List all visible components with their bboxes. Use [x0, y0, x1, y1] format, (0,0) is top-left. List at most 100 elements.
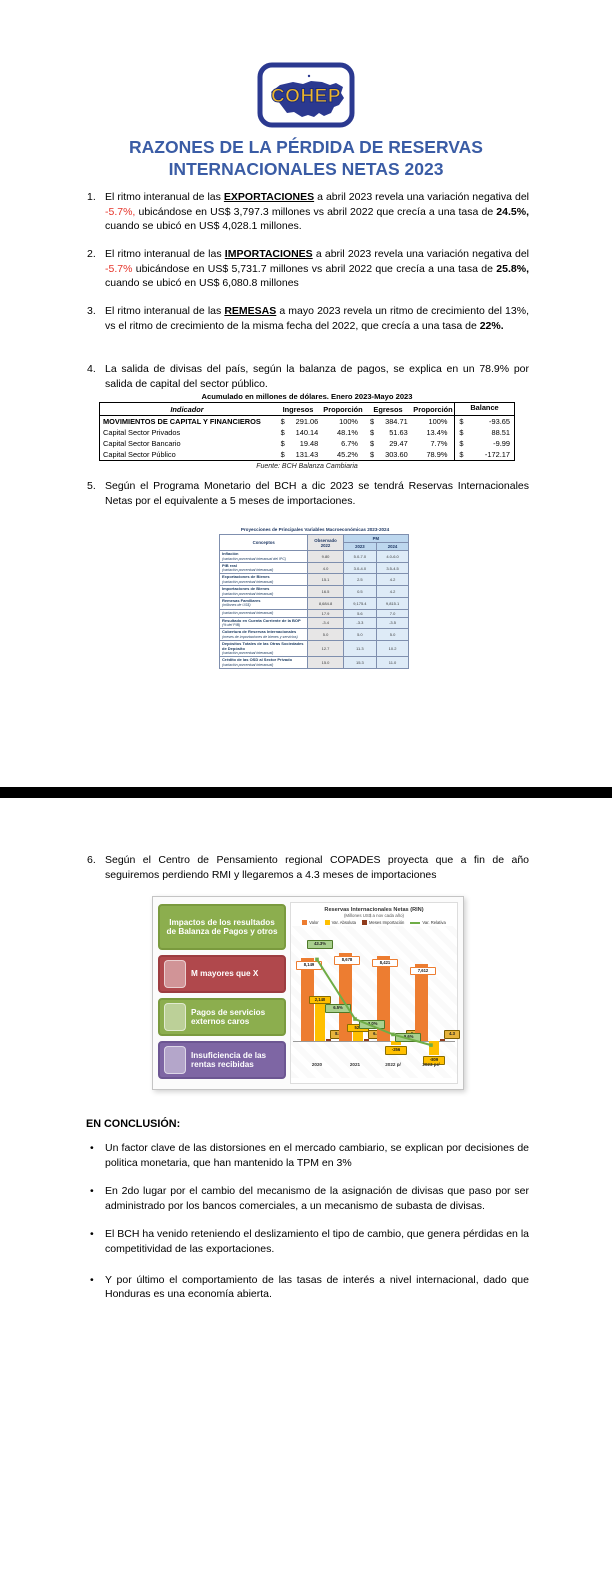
conclusion-bullet: • El BCH ha venido reteniendo el deslizam… [86, 1227, 529, 1256]
list-number: 3. [87, 305, 96, 317]
list-text: Según el Programa Monetario del BCH a di… [105, 480, 529, 507]
column-header: Egresos [373, 404, 403, 414]
table-body: Indicador Ingresos Proporción Egresos Propor… [99, 402, 515, 461]
page-title: RAZONES DE LA PÉRDIDA DE RESERVAS INTERN… [0, 136, 612, 180]
chart-legend: Valor Var. Absoluta Meses Importación Var. … [291, 920, 457, 925]
pm-concept-cell: Remesas Familiares (millones de US$) [218, 596, 309, 610]
pm-value-2024: 4.0-6.0 [376, 550, 409, 563]
page-title-line2: INTERNACIONALES NETAS 2023 [168, 159, 444, 179]
list-item-3: 3. El ritmo interanual de las REMESAS a … [86, 304, 529, 333]
pm-value-2022: 9.80 [307, 550, 344, 563]
capital-flows-table: Acumulado en millones de dólares. Enero … [99, 392, 515, 470]
bar-meses-importacion [326, 1038, 331, 1041]
rin-chart: Reservas Internacionales Netas (RIN) (Mi… [290, 902, 460, 1084]
currency-sign: $ [280, 450, 285, 459]
conclusion-bullet: • En 2do lugar por el cambio del mecanism… [86, 1184, 529, 1213]
chart-plot: 8,149 2,140 8.8 43.3% 2020 8,678 529 6.4 6.5% 202… [291, 926, 460, 1078]
currency-sign: $ [459, 417, 464, 426]
smartart-inner-chip [164, 1003, 186, 1031]
smartart-box-label: Impactos de los resultados de Balanza de… [166, 917, 278, 936]
bullet-text: Un factor clave de las distorsiones en e… [105, 1142, 529, 1169]
programa-monetario-table: Proyecciones de Principales Variables Ma… [218, 527, 411, 670]
value-cell: $384.71 [365, 417, 413, 426]
pm-concept-sub: (variación porcentual interanual) [222, 591, 274, 596]
list-item-6: 6. Según el Centro de Pensamiento region… [86, 853, 529, 882]
table-source: Fuente: BCH Balanza Cambiaria [256, 463, 358, 470]
currency-sign: $ [370, 417, 375, 426]
pm-row: Crédito de las OSD al Sector Privado (var… [218, 656, 409, 670]
bullet-text: El BCH ha venido reteniendo el deslizami… [105, 1228, 529, 1255]
var-absoluta-label: -809 [423, 1056, 445, 1065]
pm-row: Depósitos Totales de las Otras Sociedade… [218, 640, 409, 658]
currency-sign: $ [459, 439, 464, 448]
amount: -172.17 [484, 450, 510, 459]
growth-rate: 22%. [479, 319, 504, 332]
bullet-dot: • [90, 1273, 94, 1286]
pm-concept-label: Depósitos Totales de las Otras Sociedade… [222, 641, 304, 651]
legend-line-marker [410, 921, 421, 924]
pm-table-title: Proyecciones de Principales Variables Ma… [240, 527, 390, 532]
value-cell: 78.9% [426, 450, 448, 459]
pm-value-2022: 15.0 [307, 656, 344, 670]
list-text: El ritmo interanual de las REMESAS a may… [105, 304, 529, 333]
x-label: 2021 [349, 1062, 361, 1067]
smartart-inner-chip [164, 960, 186, 988]
bar-value-label: 7,612 [410, 966, 436, 976]
bar-valor [301, 958, 314, 1041]
x-label: 2023 pr/ [422, 1062, 440, 1067]
pm-row: Inflación (variación porcentual interanua… [218, 550, 409, 563]
legend-label: Valor [309, 920, 319, 925]
pm-row: Importaciones de Bienes (variación porcen… [218, 585, 409, 598]
pm-value-2024: 3.5-4.5 [376, 561, 409, 575]
pct-label: -9.6% [395, 1033, 421, 1042]
amount: 303.60 [385, 450, 408, 459]
smartart-box: Impactos de los resultados de Balanza de… [158, 904, 286, 950]
text-run: cuando se ubicó en US$ 6,080.8 millones [105, 277, 299, 290]
pm-concept-label: Inflación [222, 551, 239, 556]
growth-rate: 24.5%, [496, 205, 529, 218]
list-number: 1. [87, 191, 96, 203]
value-cell: $29.47 [365, 439, 413, 448]
text-run: a abril 2023 revela una variación negati… [314, 191, 529, 203]
text-run: ubicándose en US$ 5,731.7 millones vs ab… [132, 262, 497, 275]
bar-var-absoluta [315, 1003, 325, 1041]
pm-table: Conceptos Observado 2022 PM 2023 2024 Inf… [218, 534, 410, 670]
pm-value-2023: 5.6 [342, 608, 378, 618]
x-label: 2020 [311, 1062, 323, 1067]
conclusion-bullets: • Un factor clave de las distorsiones en … [86, 1141, 529, 1302]
pm-value-2022: 15.1 [307, 573, 344, 587]
pm-concept-sub: (variación porcentual interanual) [222, 568, 274, 573]
value-cell: $140.14 [276, 428, 324, 437]
pm-value-2024: 9,815.1 [376, 596, 409, 610]
table-row: Capital Sector Bancario $19.48 6.7% $29.47 7… [100, 438, 514, 449]
pm-header-2023: 2023 [342, 542, 378, 551]
currency-sign: $ [459, 450, 464, 459]
indicator-cell: Capital Sector Privados [103, 428, 181, 437]
text-run: El ritmo interanual de las [105, 305, 225, 317]
bullet-text: En 2do lugar por el cambio del mecanismo… [105, 1185, 529, 1212]
pm-value-2022: -3.4 [307, 616, 344, 630]
amount: -9.99 [493, 439, 510, 448]
pm-concept-label: PIB real [222, 562, 237, 568]
pm-concept-cell: Importaciones de Bienes (variación porcen… [218, 585, 309, 598]
pm-value-2022: 16.5 [307, 585, 344, 598]
pm-concept-label: Resultado en Cuenta Corriente de la BOP [222, 617, 301, 623]
currency-sign: $ [370, 439, 375, 448]
pct-label: 43.3% [307, 940, 333, 950]
list-item-2: 2. El ritmo interanual de las IMPORTACIO… [86, 247, 529, 291]
table-row: Capital Sector Público $131.43 45.2% $303.6… [100, 449, 514, 460]
table-title: Acumulado en millones de dólares. Enero … [201, 392, 413, 401]
conclusion-bullet: • Y por último el comportamiento de las t… [86, 1273, 529, 1302]
text-run: ubicándose en US$ 3,797.3 millones vs ab… [135, 205, 497, 218]
pm-concept-sub: (variación porcentual interanual) [222, 662, 274, 667]
pm-concept-label: Remesas Familiares [222, 597, 261, 603]
bar-meses-importacion [440, 1038, 445, 1041]
pm-row: PIB real (variación porcentual interanual… [218, 561, 409, 575]
legend-square-marker [324, 920, 330, 925]
table-row: Capital Sector Privados $140.14 48.1% $51.6… [100, 427, 514, 438]
pm-row: Resultado en Cuenta Corriente de la BOP(… [218, 616, 409, 630]
currency-sign: $ [370, 450, 375, 459]
x-label: 2022 p/ [385, 1062, 401, 1067]
value-cell: $291.06 [276, 417, 324, 426]
column-header: Balance [454, 403, 514, 415]
